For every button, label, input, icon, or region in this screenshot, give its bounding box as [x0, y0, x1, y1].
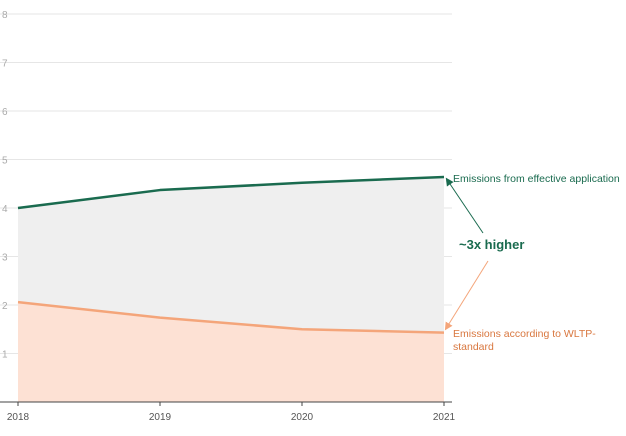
series-lines [17, 175, 445, 334]
y-tick-label-3: 3 [2, 253, 8, 264]
series-line-2 [17, 300, 445, 334]
callout-label: ~3x higher [459, 237, 524, 252]
area-lower-series [18, 302, 444, 402]
y-tick-label-2: 2 [2, 301, 8, 312]
y-axis-ticks: 1 2 3 4 5 6 7 8 [2, 10, 8, 361]
y-tick-label-1: 1 [2, 350, 8, 361]
y-tick-label-5: 5 [2, 156, 8, 167]
series-line-1 [17, 175, 445, 210]
area-fills [18, 176, 444, 402]
y-tick-label-8: 8 [2, 10, 8, 21]
y-tick-label-7: 7 [2, 59, 8, 70]
callout-arrow-upper [445, 177, 484, 234]
y-tick-label-4: 4 [2, 204, 8, 215]
callout-arrow-lower [444, 260, 489, 331]
x-tick-label-2018: 2018 [7, 412, 30, 423]
lower-series-label-line2: standard [453, 341, 494, 353]
x-tick-label-2019: 2019 [149, 412, 172, 423]
x-axis: 2018 2019 2020 2021 [0, 401, 456, 423]
x-tick-label-2020: 2020 [291, 412, 314, 423]
upper-series-label: Emissions from effective application [453, 173, 620, 185]
y-tick-label-6: 6 [2, 107, 8, 118]
lower-series-label-line1: Emissions according to WLTP- [453, 328, 596, 340]
x-tick-label-2021: 2021 [433, 412, 456, 423]
area-between-series [18, 176, 444, 333]
